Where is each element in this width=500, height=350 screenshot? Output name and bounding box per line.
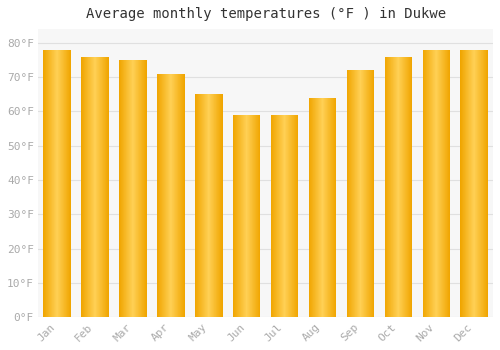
Title: Average monthly temperatures (°F ) in Dukwe: Average monthly temperatures (°F ) in Du… [86, 7, 446, 21]
